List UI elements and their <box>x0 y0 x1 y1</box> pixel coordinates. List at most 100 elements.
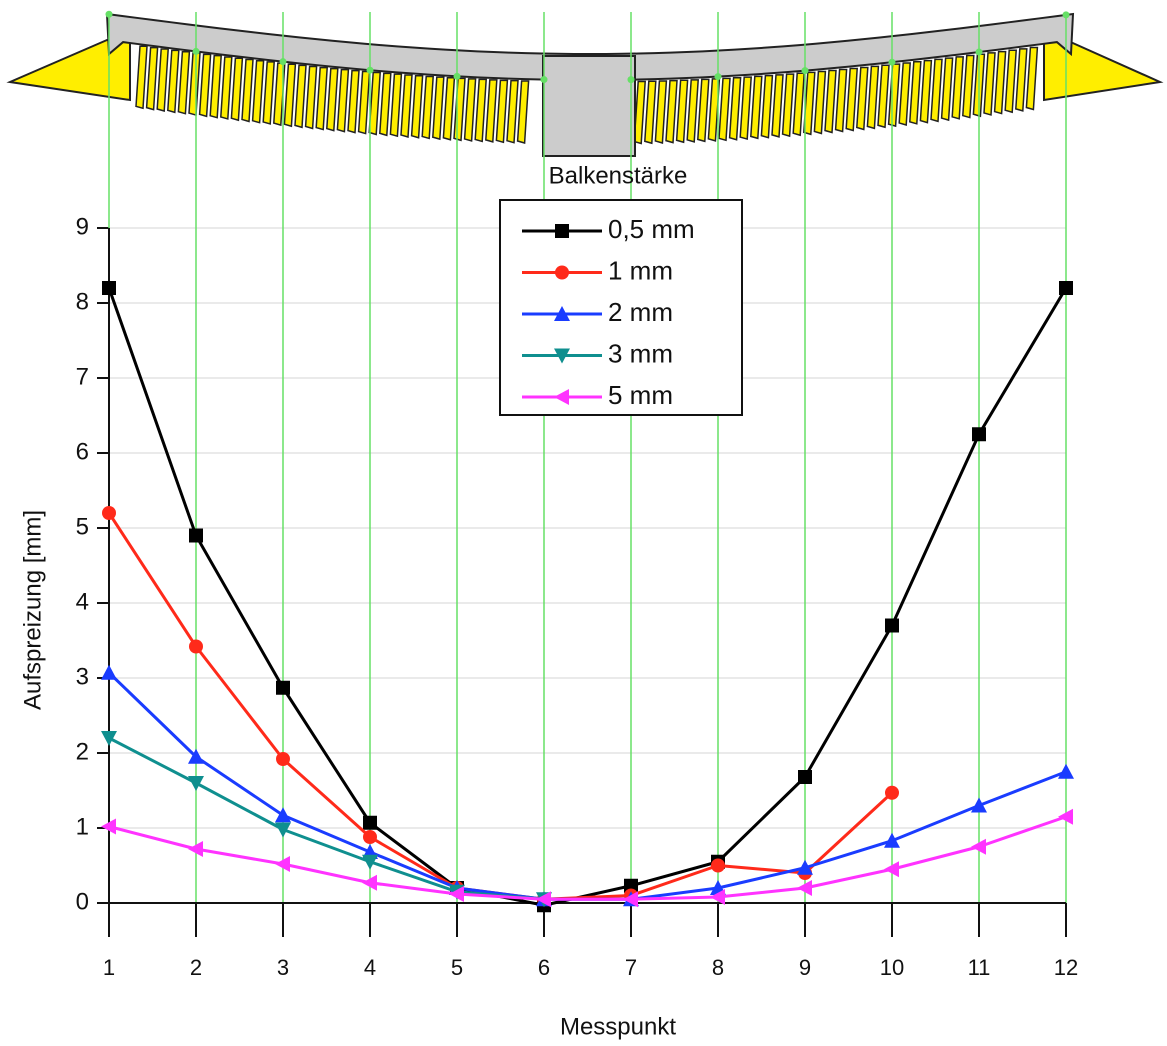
x-tick-label: 1 <box>103 955 115 980</box>
comb-tooth <box>315 66 328 131</box>
comb-tooth <box>898 62 911 126</box>
grid-dot <box>1062 11 1070 19</box>
comb-tooth <box>781 73 795 138</box>
grid-dot <box>975 48 983 56</box>
comb-tooth <box>887 63 901 128</box>
comb-tooth <box>400 74 413 138</box>
center-block <box>542 55 636 157</box>
y-axis-label: Aufspreizung [mm] <box>19 510 46 710</box>
marker <box>797 880 812 896</box>
x-tick-label: 11 <box>968 955 991 980</box>
x-tick-label: 12 <box>1054 955 1078 980</box>
x-tick-label: 4 <box>364 955 376 980</box>
legend-label: 2 mm <box>608 297 673 327</box>
marker <box>102 506 116 520</box>
marker <box>189 528 203 543</box>
grid-dot <box>801 67 809 75</box>
comb-tooth <box>644 80 657 145</box>
comb-tooth <box>432 76 445 141</box>
marker <box>188 841 203 857</box>
y-tick-label: 4 <box>76 588 89 615</box>
comb-tooth <box>209 54 222 119</box>
x-tick-label: 6 <box>538 955 550 980</box>
comb-tooth <box>792 72 805 137</box>
grid-dot <box>279 58 287 66</box>
marker <box>971 797 987 813</box>
comb-tooth <box>983 52 996 116</box>
comb-tooth <box>241 58 254 123</box>
beam <box>105 12 1075 82</box>
legend-label: 5 mm <box>608 380 673 410</box>
comb-tooth <box>728 76 742 141</box>
grid-dot <box>888 58 896 66</box>
comb-tooth <box>304 65 318 130</box>
comb-tooth <box>962 54 975 119</box>
marker <box>624 878 638 893</box>
comb-tooth <box>474 78 487 143</box>
y-tick-label: 9 <box>76 213 89 240</box>
y-tick-label: 6 <box>76 438 89 465</box>
series-line <box>107 671 1067 901</box>
comb-tooth <box>824 69 837 134</box>
comb-tooth <box>220 56 233 120</box>
comb-tooth <box>993 50 1007 115</box>
comb-tooth <box>686 79 699 143</box>
marker <box>885 785 899 800</box>
marker <box>885 618 899 633</box>
comb-tooth <box>813 70 827 135</box>
comb-tooth <box>856 66 869 131</box>
marker <box>884 861 899 878</box>
x-tick-label: 3 <box>277 955 289 980</box>
comb-tooth <box>326 67 339 132</box>
series-line <box>107 287 1068 907</box>
marker <box>276 752 290 766</box>
comb-tooth <box>834 68 848 133</box>
x-tick-label: 5 <box>451 955 463 980</box>
marker <box>363 815 377 830</box>
x-tick-label: 9 <box>799 955 811 980</box>
grid-dot <box>105 10 113 18</box>
legend-label: 3 mm <box>608 338 673 368</box>
beam-diagram <box>6 12 1164 157</box>
comb-tooth <box>251 59 265 124</box>
marker <box>189 639 203 654</box>
marker <box>102 281 116 295</box>
y-tick-label: 3 <box>76 663 89 690</box>
comb-tooth <box>1025 46 1039 111</box>
comb-tooth <box>198 53 212 118</box>
comb-tooth <box>230 57 244 122</box>
comb-tooth <box>156 48 169 112</box>
comb-tooth <box>760 74 774 139</box>
marker <box>711 858 725 873</box>
comb-tooth <box>421 75 434 140</box>
comb-tooth <box>909 61 922 125</box>
comb-tooth <box>697 78 710 143</box>
comb-tooth <box>283 63 297 128</box>
marker <box>362 854 378 870</box>
comb-tooth <box>516 80 530 144</box>
comb-tooth <box>368 71 381 136</box>
legend-marker <box>554 348 570 364</box>
comb-tooth <box>495 79 509 144</box>
comb-tooth <box>654 80 668 144</box>
marker <box>971 838 986 855</box>
comb-tooth <box>145 46 159 111</box>
comb-tooth <box>485 79 498 143</box>
comb-tooth <box>188 52 201 117</box>
x-tick-label: 8 <box>712 955 724 980</box>
comb-tooth <box>135 45 148 110</box>
comb-tooth <box>845 67 858 132</box>
comb-tooth <box>506 79 519 144</box>
marker <box>536 891 551 908</box>
legend-label: 0,5 mm <box>608 214 695 244</box>
comb-tooth <box>1004 49 1017 114</box>
y-tick-label: 1 <box>76 813 89 840</box>
grid-dot <box>366 66 374 74</box>
marker <box>188 776 204 791</box>
comb-tooth <box>675 79 689 144</box>
marker <box>798 770 812 784</box>
y-tick-label: 0 <box>76 888 89 915</box>
comb-tooth <box>463 78 477 142</box>
comb-tooth <box>739 76 752 141</box>
comb-tooth <box>919 59 933 124</box>
